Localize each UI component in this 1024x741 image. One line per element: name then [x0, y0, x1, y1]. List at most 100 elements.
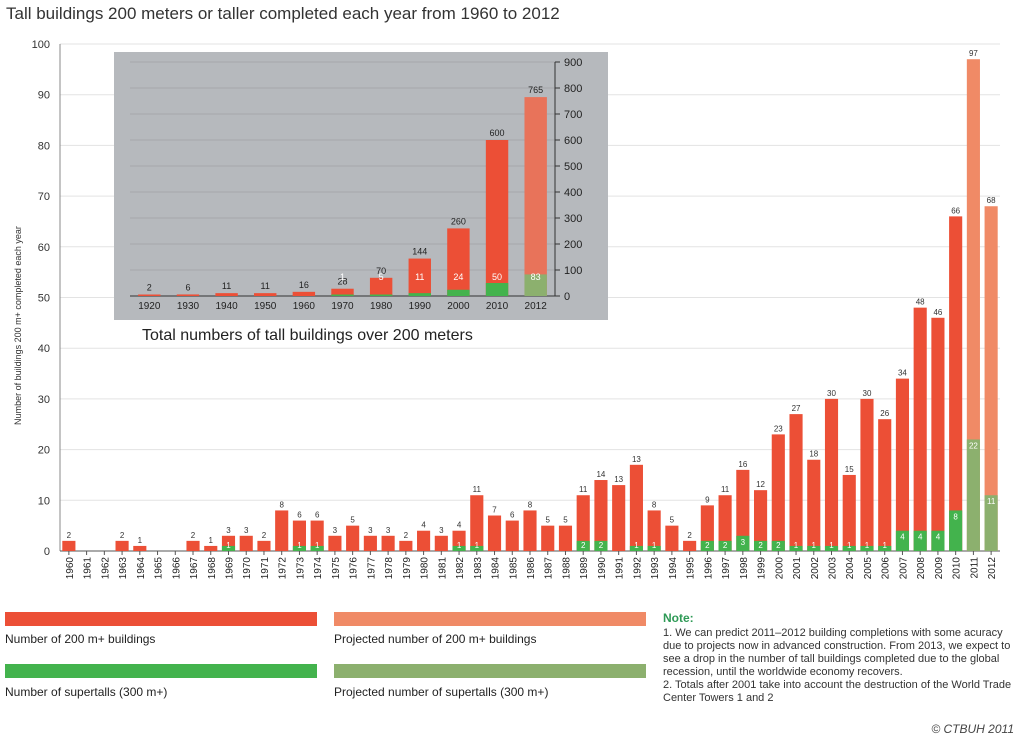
bar-value-label: 8	[652, 500, 657, 509]
bar-value-label: 3	[244, 526, 249, 535]
legend-label-projected: Projected number of 200 m+ buildings	[334, 632, 537, 646]
y-tick-label: 100	[32, 39, 50, 51]
x-tick-label: 1981	[437, 557, 448, 580]
bar	[417, 530, 431, 551]
bar	[239, 535, 253, 551]
inset-bar-value-label: 765	[528, 85, 543, 95]
projected-supertall-bar	[984, 495, 998, 551]
supertall-value-label: 1	[794, 541, 799, 550]
inset-projected-bar	[524, 97, 547, 296]
x-tick-label: 2012	[987, 557, 998, 580]
inset-y-tick-label: 200	[564, 239, 582, 251]
x-tick-label: 1972	[278, 557, 289, 580]
bar	[487, 515, 502, 551]
supertall-value-label: 2	[758, 541, 763, 550]
x-tick-label: 1976	[349, 557, 360, 580]
supertall-value-label: 8	[953, 512, 958, 521]
supertall-bar	[860, 545, 874, 551]
supertall-value-label: 2	[705, 541, 710, 550]
bar	[133, 545, 147, 551]
supertall-bar	[754, 540, 768, 551]
y-axis-label: Number of buildings 200 m+ completed eac…	[13, 226, 23, 425]
bar-value-label: 6	[315, 511, 320, 520]
inset-x-tick-label: 2012	[525, 301, 548, 312]
bar-value-label: 97	[969, 49, 978, 58]
bar-value-label: 4	[457, 521, 462, 530]
inset-bar-value-label: 6	[185, 282, 190, 292]
bar-value-label: 27	[792, 404, 801, 413]
supertall-value-label: 1	[475, 541, 480, 550]
inset-y-tick-label: 500	[564, 161, 582, 173]
inset-y-tick-label: 900	[564, 57, 582, 69]
supertall-bar	[878, 545, 892, 551]
inset-y-tick-label: 100	[564, 265, 582, 277]
supertall-value-label: 1	[829, 541, 834, 550]
bar-value-label: 2	[191, 531, 196, 540]
x-tick-label: 2004	[845, 557, 856, 580]
bar-value-label: 11	[721, 485, 730, 494]
supertall-bar	[771, 540, 785, 551]
bar	[647, 510, 661, 551]
bar-value-label: 9	[705, 495, 710, 504]
inset-bar	[292, 291, 316, 296]
bar-value-label: 5	[546, 516, 551, 525]
y-tick-label: 60	[38, 242, 50, 254]
x-tick-label: 2006	[881, 557, 892, 580]
bar	[470, 495, 484, 551]
bar	[771, 434, 785, 551]
bar-value-label: 13	[632, 455, 641, 464]
inset-projected-supertall-bar	[524, 274, 547, 296]
bar	[700, 505, 714, 551]
inset-x-tick-label: 1940	[215, 301, 238, 312]
supertall-value-label: 1	[652, 541, 657, 550]
bar-value-label: 6	[297, 511, 302, 520]
bar-value-label: 30	[863, 389, 872, 398]
supertall-bar	[949, 510, 963, 551]
supertall-value-label: 2	[776, 541, 781, 550]
supertall-value-label: 2	[599, 541, 604, 550]
supertall-value-label: 1	[297, 541, 302, 550]
y-tick-label: 90	[38, 90, 50, 102]
bar-value-label: 11	[473, 485, 482, 494]
inset-x-tick-label: 1950	[254, 301, 277, 312]
x-tick-label: 1986	[526, 557, 537, 580]
y-tick-label: 0	[44, 546, 50, 558]
x-tick-label: 1964	[136, 557, 147, 580]
inset-bar	[408, 258, 431, 296]
inset-y-tick-label: 400	[564, 187, 582, 199]
supertall-value-label: 1	[812, 541, 817, 550]
bar-value-label: 18	[809, 450, 818, 459]
legend-label-projected-supertall: Projected number of supertalls (300 m+)	[334, 685, 549, 699]
bar-value-label: 23	[774, 424, 783, 433]
supertall-value-label: 1	[315, 541, 320, 550]
supertall-bar	[931, 530, 945, 551]
note-item-1: 1. We can predict 2011–2012 building com…	[663, 627, 1011, 678]
x-tick-label: 1989	[579, 557, 590, 580]
x-tick-label: 2009	[934, 557, 945, 580]
bar	[807, 459, 821, 551]
bar-value-label: 5	[670, 516, 675, 525]
supertall-value-label: 4	[936, 533, 941, 542]
x-tick-label: 1999	[757, 557, 768, 580]
x-tick-label: 1963	[118, 557, 129, 580]
bar-value-label: 16	[738, 460, 747, 469]
inset-supertall-bar	[369, 294, 393, 296]
bar-value-label: 2	[404, 531, 409, 540]
y-tick-label: 80	[38, 140, 50, 152]
bar-value-label: 13	[614, 475, 623, 484]
y-tick-label: 40	[38, 343, 50, 355]
x-tick-label: 1960	[65, 557, 76, 580]
bar-value-label: 3	[386, 526, 391, 535]
x-tick-label: 1974	[313, 557, 324, 580]
bar	[878, 419, 892, 551]
x-tick-label: 2005	[863, 557, 874, 580]
bar-value-label: 2	[687, 531, 692, 540]
bar	[824, 398, 839, 551]
bar	[860, 398, 874, 551]
legend-swatch-projected-supertall	[334, 664, 646, 678]
bar	[505, 520, 519, 551]
bar	[186, 540, 200, 551]
bar	[257, 540, 271, 551]
supertall-bar	[470, 545, 484, 551]
x-tick-label: 1987	[544, 557, 555, 580]
